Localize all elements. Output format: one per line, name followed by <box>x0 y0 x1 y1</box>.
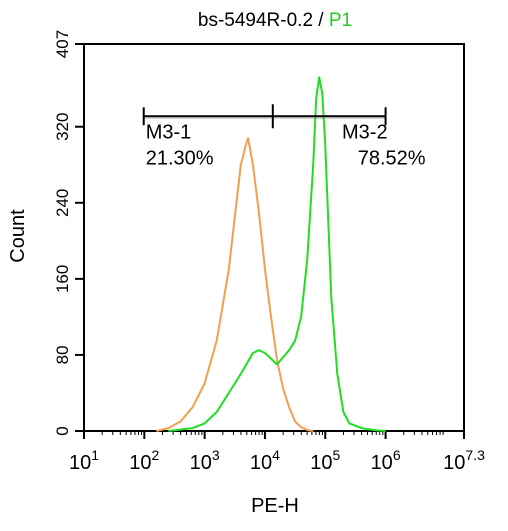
x-tick-exponent: 7.3 <box>465 447 485 463</box>
y-tick-label: 320 <box>53 113 72 141</box>
x-tick-label: 103 <box>190 447 220 474</box>
plot-frame <box>83 43 465 432</box>
x-tick-exponent: 6 <box>393 447 401 463</box>
chart-title-gate: P1 <box>329 10 352 31</box>
x-tick-label: 107.3 <box>443 447 485 474</box>
x-tick-exponent: 3 <box>212 447 220 463</box>
x-tick-base: 10 <box>129 452 151 474</box>
gate-right-name: M3-2 <box>342 121 388 143</box>
x-tick-label: 105 <box>310 447 340 474</box>
x-tick-base: 10 <box>371 452 393 474</box>
x-axis-label: PE-H <box>251 495 299 517</box>
x-tick-exponent: 2 <box>152 447 160 463</box>
y-tick-label: 80 <box>53 345 72 364</box>
x-tick-exponent: 1 <box>91 447 99 463</box>
y-tick-label: 407 <box>53 30 72 58</box>
x-tick-base: 10 <box>310 452 332 474</box>
gate-left-name: M3-1 <box>146 121 192 143</box>
x-tick-exponent: 4 <box>272 447 280 463</box>
x-tick-base: 10 <box>190 452 212 474</box>
x-tick-label: 102 <box>129 447 159 474</box>
x-tick-exponent: 5 <box>332 447 340 463</box>
x-tick-base: 10 <box>69 452 91 474</box>
y-tick-label: 160 <box>53 265 72 293</box>
x-tick-label: 101 <box>69 447 99 474</box>
y-tick-label: 240 <box>53 189 72 217</box>
chart-title-separator: / <box>313 10 329 31</box>
chart-title: bs-5494R-0.2 / P1 <box>198 10 352 31</box>
x-tick-label: 104 <box>250 447 280 474</box>
x-tick-base: 10 <box>443 452 465 474</box>
x-tick-label: 106 <box>371 447 401 474</box>
x-tick-base: 10 <box>250 452 272 474</box>
chart-title-main: bs-5494R-0.2 <box>198 10 313 31</box>
y-axis-label: Count <box>7 209 29 263</box>
series-line-1 <box>156 137 314 432</box>
series-line-2 <box>168 76 386 432</box>
gate-right-percent: 78.52% <box>358 147 426 169</box>
gate-left-percent: 21.30% <box>146 147 214 169</box>
y-tick-label: 0 <box>53 426 72 435</box>
